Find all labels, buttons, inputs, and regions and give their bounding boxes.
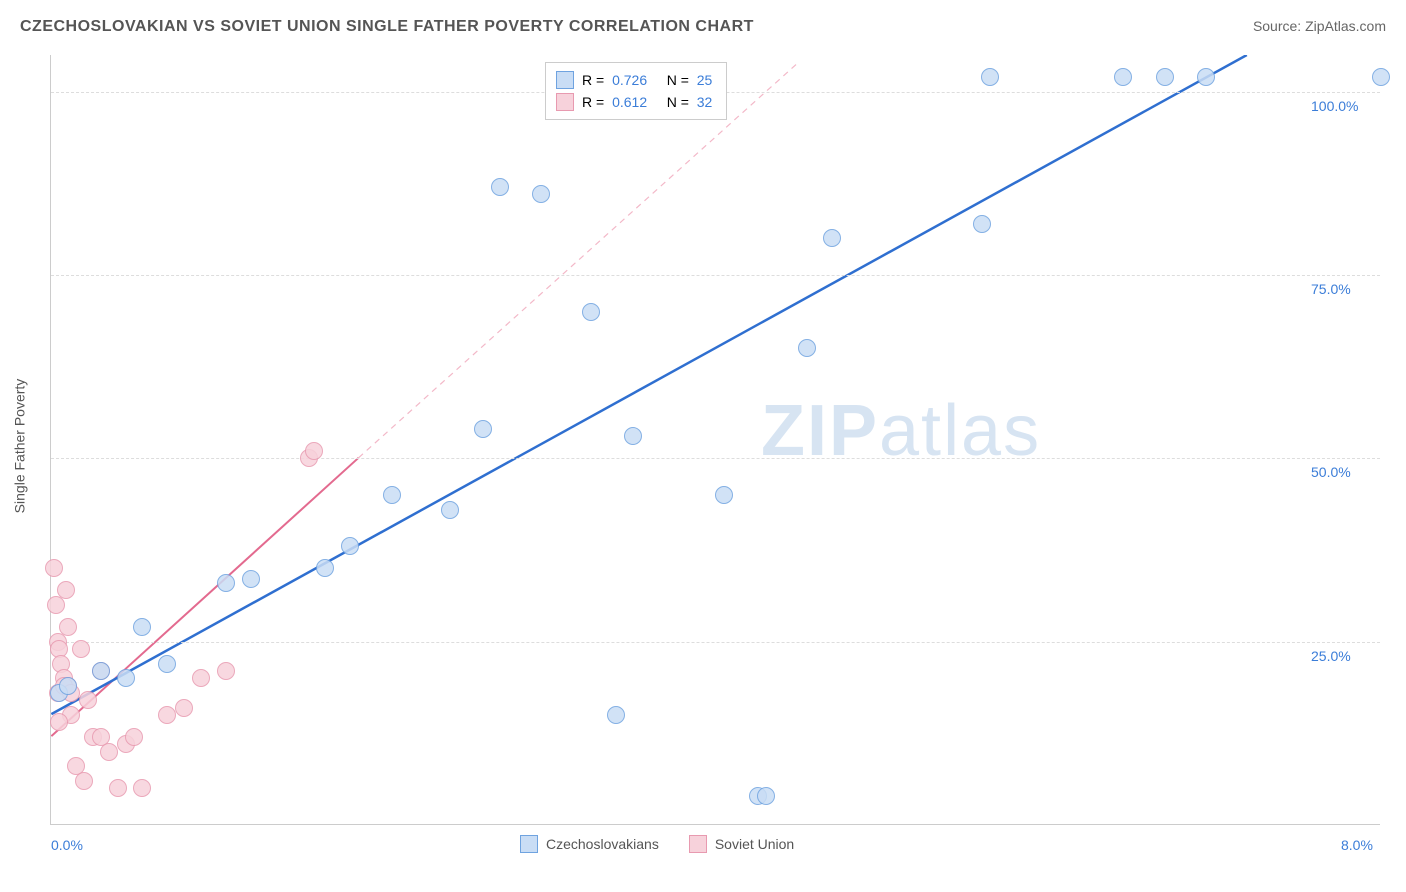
data-point bbox=[798, 339, 816, 357]
data-point bbox=[491, 178, 509, 196]
data-point bbox=[133, 779, 151, 797]
data-point bbox=[217, 574, 235, 592]
legend-swatch-a bbox=[556, 71, 574, 89]
trend-lines-layer bbox=[51, 55, 1380, 824]
data-point bbox=[1114, 68, 1132, 86]
y-axis-label: Single Father Poverty bbox=[11, 379, 27, 514]
data-point bbox=[532, 185, 550, 203]
series-legend-item-b: Soviet Union bbox=[689, 835, 794, 853]
legend-swatch-b bbox=[556, 93, 574, 111]
data-point bbox=[100, 743, 118, 761]
data-point bbox=[607, 706, 625, 724]
chart-title: CZECHOSLOVAKIAN VS SOVIET UNION SINGLE F… bbox=[20, 18, 754, 36]
correlation-legend: R = 0.726 N = 25 R = 0.612 N = 32 bbox=[545, 62, 727, 120]
series-name-a: Czechoslovakians bbox=[546, 836, 659, 852]
legend-row-b: R = 0.612 N = 32 bbox=[556, 91, 716, 113]
r-label: R = bbox=[582, 94, 604, 110]
data-point bbox=[316, 559, 334, 577]
legend-text-b: R = 0.612 N = 32 bbox=[582, 94, 716, 110]
data-point bbox=[715, 486, 733, 504]
series-swatch-a bbox=[520, 835, 538, 853]
r-label: R = bbox=[582, 72, 604, 88]
y-tick-label: 50.0% bbox=[1311, 464, 1351, 480]
data-point bbox=[973, 215, 991, 233]
n-label: N = bbox=[667, 72, 689, 88]
data-point bbox=[72, 640, 90, 658]
data-point bbox=[125, 728, 143, 746]
data-point bbox=[45, 559, 63, 577]
data-point bbox=[757, 787, 775, 805]
data-point bbox=[109, 779, 127, 797]
data-point bbox=[158, 706, 176, 724]
n-value-a: 25 bbox=[697, 72, 713, 88]
data-point bbox=[133, 618, 151, 636]
x-tick-label: 0.0% bbox=[51, 837, 83, 853]
data-point bbox=[59, 677, 77, 695]
chart-header: CZECHOSLOVAKIAN VS SOVIET UNION SINGLE F… bbox=[20, 18, 1386, 36]
r-value-a: 0.726 bbox=[612, 72, 647, 88]
data-point bbox=[383, 486, 401, 504]
y-tick-label: 75.0% bbox=[1311, 281, 1351, 297]
n-label: N = bbox=[667, 94, 689, 110]
watermark: ZIPatlas bbox=[761, 390, 1041, 472]
series-swatch-b bbox=[689, 835, 707, 853]
legend-row-a: R = 0.726 N = 25 bbox=[556, 69, 716, 91]
data-point bbox=[117, 669, 135, 687]
series-legend: Czechoslovakians Soviet Union bbox=[520, 835, 794, 853]
series-name-b: Soviet Union bbox=[715, 836, 794, 852]
data-point bbox=[75, 772, 93, 790]
data-point bbox=[50, 713, 68, 731]
y-tick-label: 25.0% bbox=[1311, 648, 1351, 664]
data-point bbox=[192, 669, 210, 687]
data-point bbox=[59, 618, 77, 636]
source-attribution: Source: ZipAtlas.com bbox=[1253, 18, 1386, 34]
scatter-plot-area: ZIPatlas 25.0%50.0%75.0%100.0%0.0%8.0% bbox=[50, 55, 1380, 825]
data-point bbox=[1372, 68, 1390, 86]
data-point bbox=[92, 662, 110, 680]
data-point bbox=[1197, 68, 1215, 86]
data-point bbox=[624, 427, 642, 445]
y-tick-label: 100.0% bbox=[1311, 98, 1358, 114]
data-point bbox=[305, 442, 323, 460]
data-point bbox=[441, 501, 459, 519]
data-point bbox=[79, 691, 97, 709]
gridline bbox=[51, 275, 1380, 276]
data-point bbox=[341, 537, 359, 555]
data-point bbox=[474, 420, 492, 438]
data-point bbox=[217, 662, 235, 680]
data-point bbox=[582, 303, 600, 321]
n-value-b: 32 bbox=[697, 94, 713, 110]
data-point bbox=[981, 68, 999, 86]
data-point bbox=[57, 581, 75, 599]
data-point bbox=[1156, 68, 1174, 86]
data-point bbox=[175, 699, 193, 717]
legend-text-a: R = 0.726 N = 25 bbox=[582, 72, 716, 88]
series-legend-item-a: Czechoslovakians bbox=[520, 835, 659, 853]
r-value-b: 0.612 bbox=[612, 94, 647, 110]
gridline bbox=[51, 458, 1380, 459]
data-point bbox=[158, 655, 176, 673]
gridline bbox=[51, 642, 1380, 643]
data-point bbox=[242, 570, 260, 588]
x-tick-label: 8.0% bbox=[1341, 837, 1373, 853]
data-point bbox=[823, 229, 841, 247]
